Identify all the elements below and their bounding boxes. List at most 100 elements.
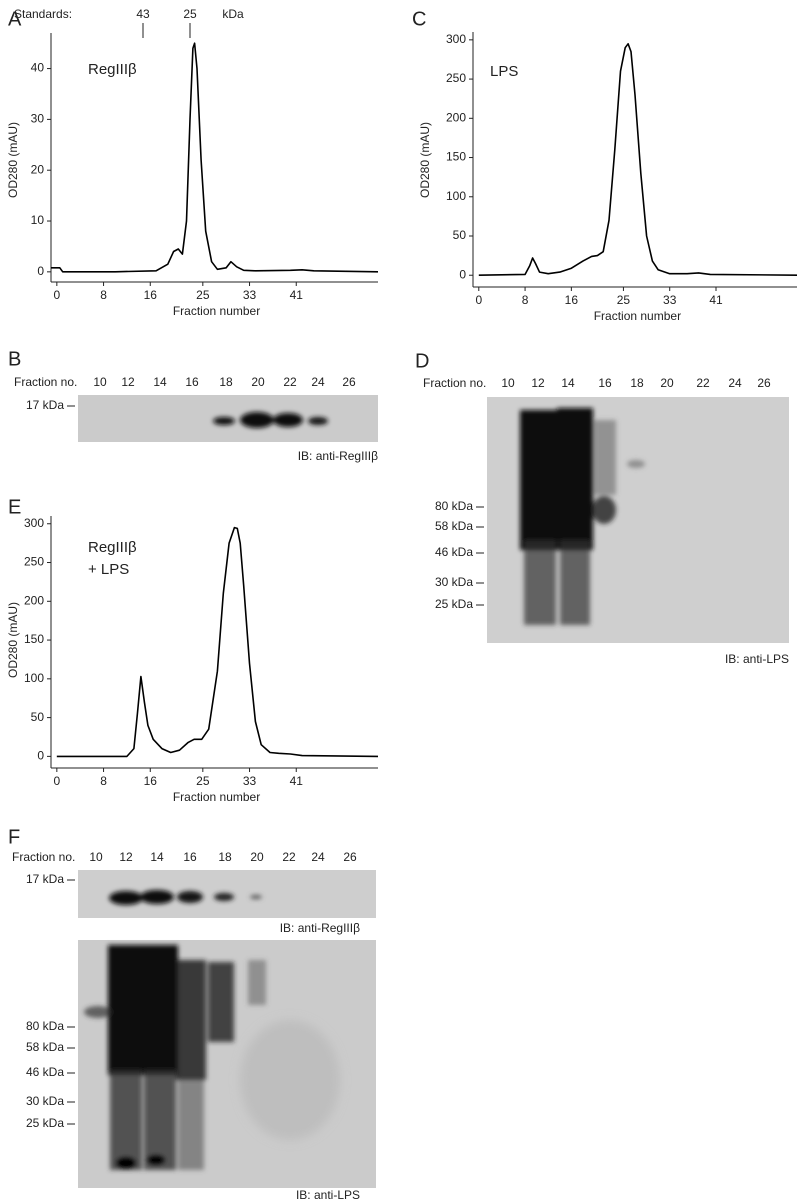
marker-label: 25 kDa [26,1116,64,1130]
lane-header: Fraction no. [14,375,77,389]
marker-label: 80 kDa [26,1019,64,1033]
y-tick-label: 0 [459,267,466,281]
lane-number: 16 [598,376,612,390]
x-tick-label: 0 [53,774,60,788]
y-tick-label: 0 [37,264,44,278]
lane-number: 22 [696,376,710,390]
lane-number: 26 [342,375,356,389]
blot-caption: IB: anti-LPS [725,652,789,666]
lane-number: 16 [183,850,197,864]
lane-number: 20 [250,850,264,864]
x-axis-label: Fraction number [173,304,260,318]
marker-label: 30 kDa [435,575,473,589]
y-tick-label: 250 [446,71,466,85]
annotation: 25 [183,7,197,21]
x-tick-label: 41 [290,288,304,302]
lane-number: 24 [311,850,325,864]
blot-caption: IB: anti-LPS [296,1188,360,1202]
y-tick-label: 30 [31,112,45,126]
lane-number: 18 [218,850,232,864]
marker-label: 58 kDa [26,1040,64,1054]
marker-label: 80 kDa [435,499,473,513]
lane-number: 10 [501,376,515,390]
marker-label: 46 kDa [26,1065,64,1079]
x-tick-label: 0 [475,293,482,307]
y-tick-label: 40 [31,61,45,75]
marker-label: 58 kDa [435,519,473,533]
peak-label: LPS [490,63,518,80]
y-axis-label: OD280 (mAU) [6,602,20,678]
blot-caption: IB: anti-RegIIIβ [298,449,378,463]
x-tick-label: 25 [196,774,210,788]
y-tick-label: 150 [24,632,44,646]
x-tick-label: 25 [617,293,631,307]
peak-label: RegIIIβ [88,539,137,556]
marker-label: 17 kDa [26,398,64,412]
y-tick-label: 20 [31,162,45,176]
lane-number: 18 [630,376,644,390]
y-axis-label: OD280 (mAU) [6,122,20,198]
panel-letter: D [415,350,429,372]
bands-f-top [109,890,262,905]
lane-header: Fraction no. [12,850,75,864]
y-tick-label: 100 [446,189,466,203]
marker-label: 46 kDa [435,545,473,559]
trace [478,43,798,276]
lane-number: 20 [660,376,674,390]
y-tick-label: 50 [31,710,45,724]
x-tick-label: 41 [709,293,723,307]
panel-letter: A [8,8,22,30]
marker-label: 30 kDa [26,1094,64,1108]
lane-number: 26 [343,850,357,864]
lane-number: 14 [561,376,575,390]
marker-label: 17 kDa [26,872,64,886]
lane-number: 12 [531,376,545,390]
annotation: Standards: [14,7,72,21]
lane-number: 24 [311,375,325,389]
lane-number: 10 [89,850,103,864]
marker-label: 25 kDa [435,597,473,611]
x-tick-label: 8 [522,293,529,307]
x-axis-label: Fraction number [173,790,260,804]
lane-number: 10 [93,375,107,389]
y-tick-label: 200 [24,593,44,607]
x-tick-label: 16 [565,293,579,307]
blot-images [78,395,789,1188]
panel-letter: E [8,496,21,518]
lane-number: 18 [219,375,233,389]
y-tick-label: 0 [37,749,44,763]
panel-letter: F [8,826,20,848]
x-tick-label: 0 [53,288,60,302]
annotation: kDa [222,7,244,21]
y-tick-label: 50 [453,228,467,242]
y-tick-label: 150 [446,150,466,164]
y-axis-label: OD280 (mAU) [418,122,432,198]
trace [56,526,379,758]
x-tick-label: 16 [144,774,158,788]
trace [51,42,379,273]
peak-label: RegIIIβ [88,61,137,78]
y-tick-label: 300 [24,516,44,530]
lane-number: 22 [283,375,297,389]
bands-d [520,408,645,625]
panel-letter: C [412,8,426,30]
lane-number: 26 [757,376,771,390]
x-axis-label: Fraction number [594,309,681,323]
x-tick-label: 8 [100,774,107,788]
x-tick-label: 25 [196,288,210,302]
bands-b [213,412,328,428]
y-tick-label: 200 [446,110,466,124]
lane-header: Fraction no. [423,376,486,390]
x-tick-label: 33 [243,774,257,788]
bands-f-bottom [84,945,266,1170]
lane-number: 16 [185,375,199,389]
lane-number: 14 [153,375,167,389]
lane-number: 24 [728,376,742,390]
lane-number: 12 [121,375,135,389]
y-tick-label: 300 [446,32,466,46]
annotation: 43 [136,7,150,21]
y-tick-label: 10 [31,213,45,227]
x-tick-label: 33 [243,288,257,302]
y-tick-label: 250 [24,555,44,569]
